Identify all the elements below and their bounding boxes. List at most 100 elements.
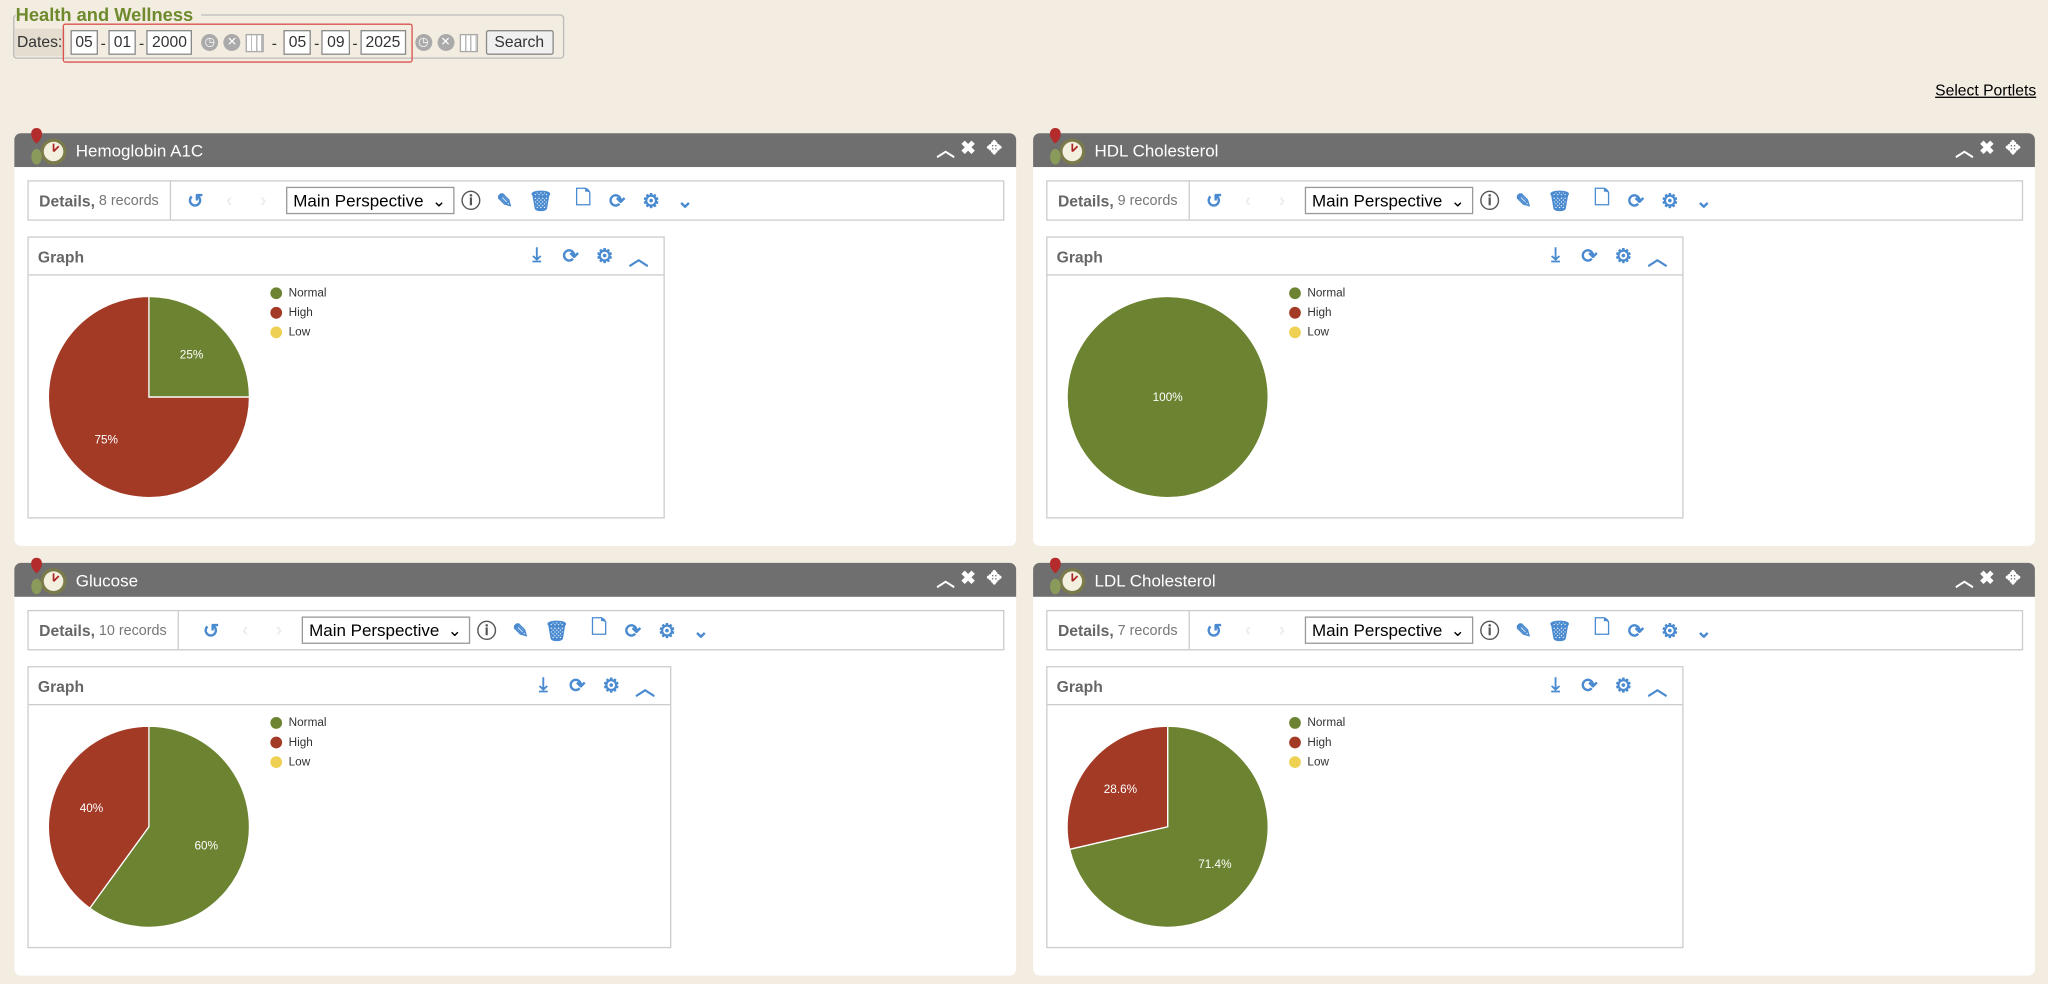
search-button[interactable]: Search	[485, 30, 554, 55]
move-icon[interactable]: ✥	[986, 566, 1002, 588]
collapse-icon[interactable]: ︿	[1955, 139, 1974, 161]
settings-icon[interactable]: ⚙	[595, 245, 614, 268]
refresh-icon[interactable]: ⟳	[1627, 190, 1645, 213]
refresh-icon[interactable]: ⟳	[569, 675, 586, 698]
edit-icon[interactable]: ✎	[1515, 619, 1532, 642]
refresh-icon[interactable]: ⟳	[562, 245, 579, 268]
close-icon[interactable]: ✖	[1979, 566, 1995, 588]
clear-icon[interactable]: ✕	[223, 33, 241, 51]
clock-icon[interactable]: ◷	[201, 33, 219, 51]
edit-icon[interactable]: ✎	[1515, 190, 1532, 213]
delete-icon[interactable]: 🗑	[1547, 190, 1573, 213]
legend-item[interactable]: High	[1289, 306, 1332, 319]
delete-icon[interactable]: 🗑	[1547, 619, 1573, 642]
next-icon[interactable]: ›	[1278, 189, 1286, 212]
undo-icon[interactable]: ↺	[1205, 619, 1223, 642]
legend-item[interactable]: Low	[270, 755, 310, 768]
perspective-select[interactable]: Main Perspective ⌄	[301, 616, 470, 644]
undo-icon[interactable]: ↺	[1205, 190, 1223, 213]
document-icon[interactable]: 🗋	[1594, 186, 1610, 209]
download-icon[interactable]: ⤓	[1551, 244, 1560, 267]
next-icon[interactable]: ›	[259, 189, 267, 212]
collapse-icon[interactable]: ︿	[1647, 248, 1668, 271]
from-day-input[interactable]: 01	[108, 30, 137, 55]
info-icon[interactable]: ⓘ	[1479, 620, 1500, 643]
pie-slice-high[interactable]	[1066, 725, 1169, 851]
legend-item[interactable]: Normal	[1289, 716, 1345, 729]
expand-icon[interactable]: ⌄	[692, 619, 710, 642]
document-icon[interactable]: 🗋	[591, 616, 607, 639]
refresh-icon[interactable]: ⟳	[1581, 245, 1598, 268]
portlet-header[interactable]: LDL Cholesterol ︿ ✖ ✥	[1033, 557, 2035, 597]
prev-icon[interactable]: ‹	[241, 619, 249, 642]
info-icon[interactable]: ⓘ	[1479, 190, 1500, 213]
pie-slice-normal[interactable]	[1068, 725, 1269, 928]
pie-slice-normal[interactable]	[88, 725, 251, 928]
legend-item[interactable]: Normal	[270, 286, 327, 299]
info-icon[interactable]: ⓘ	[476, 620, 497, 643]
expand-icon[interactable]: ⌄	[676, 190, 694, 213]
refresh-icon[interactable]: ⟳	[608, 190, 626, 213]
download-icon[interactable]: ⤓	[1551, 673, 1560, 697]
move-icon[interactable]: ✥	[2005, 566, 2021, 588]
undo-icon[interactable]: ↺	[202, 619, 220, 642]
legend-item[interactable]: High	[270, 735, 313, 748]
settings-icon[interactable]: ⚙	[1614, 675, 1633, 698]
pie-slice-normal[interactable]	[1066, 295, 1269, 499]
move-icon[interactable]: ✥	[986, 137, 1002, 159]
clear-icon[interactable]: ✕	[436, 33, 454, 51]
prev-icon[interactable]: ‹	[226, 189, 233, 212]
document-icon[interactable]: 🗋	[575, 186, 592, 209]
expand-icon[interactable]: ⌄	[1695, 190, 1713, 213]
settings-icon[interactable]: ⚙	[1614, 245, 1633, 268]
to-month-input[interactable]: 05	[283, 30, 312, 55]
legend-item[interactable]: Low	[1289, 325, 1329, 338]
document-icon[interactable]: 🗋	[1594, 616, 1610, 639]
perspective-select[interactable]: Main Perspective ⌄	[285, 186, 454, 215]
legend-item[interactable]: Normal	[270, 716, 327, 729]
edit-icon[interactable]: ✎	[512, 619, 529, 642]
calendar-icon[interactable]	[245, 33, 264, 52]
collapse-icon[interactable]: ︿	[1955, 569, 1974, 591]
prev-icon[interactable]: ‹	[1244, 619, 1252, 642]
expand-icon[interactable]: ⌄	[1695, 619, 1713, 642]
download-icon[interactable]: ⤓	[532, 244, 542, 267]
delete-icon[interactable]: 🗑	[528, 190, 554, 213]
refresh-icon[interactable]: ⟳	[1627, 619, 1645, 642]
pie-slice-high[interactable]	[47, 725, 150, 910]
close-icon[interactable]: ✖	[1979, 137, 1995, 159]
to-day-input[interactable]: 09	[321, 30, 350, 55]
pie-slice-high[interactable]	[47, 295, 251, 499]
download-icon[interactable]: ⤓	[538, 673, 548, 697]
portlet-header[interactable]: Glucose ︿ ✖ ✥	[14, 557, 1017, 597]
legend-item[interactable]: Normal	[1289, 286, 1345, 299]
pie-slice-normal[interactable]	[148, 295, 251, 398]
collapse-icon[interactable]: ︿	[1647, 677, 1668, 701]
perspective-select[interactable]: Main Perspective ⌄	[1304, 616, 1473, 644]
next-icon[interactable]: ›	[1278, 619, 1286, 642]
from-month-input[interactable]: 05	[70, 30, 99, 55]
to-year-input[interactable]: 2025	[360, 30, 406, 55]
close-icon[interactable]: ✖	[960, 137, 976, 159]
legend-item[interactable]: High	[270, 306, 313, 319]
info-icon[interactable]: ⓘ	[461, 190, 481, 213]
next-icon[interactable]: ›	[275, 619, 283, 642]
settings-icon[interactable]: ⚙	[1661, 190, 1679, 213]
settings-icon[interactable]: ⚙	[658, 619, 676, 642]
from-year-input[interactable]: 2000	[146, 30, 193, 55]
refresh-icon[interactable]: ⟳	[1581, 675, 1598, 698]
calendar-icon[interactable]	[459, 33, 478, 52]
settings-icon[interactable]: ⚙	[602, 675, 621, 698]
collapse-icon[interactable]: ︿	[628, 248, 649, 271]
close-icon[interactable]: ✖	[960, 566, 976, 588]
select-portlets-link[interactable]: Select Portlets	[1935, 80, 2037, 100]
collapse-icon[interactable]: ︿	[936, 569, 955, 591]
settings-icon[interactable]: ⚙	[642, 190, 660, 213]
legend-item[interactable]: Low	[270, 325, 310, 338]
clock-icon[interactable]: ◷	[414, 33, 432, 51]
settings-icon[interactable]: ⚙	[1661, 619, 1679, 642]
portlet-header[interactable]: HDL Cholesterol ︿ ✖ ✥	[1033, 127, 2035, 168]
delete-icon[interactable]: 🗑	[544, 619, 570, 642]
perspective-select[interactable]: Main Perspective ⌄	[1304, 186, 1473, 215]
collapse-icon[interactable]: ︿	[936, 139, 955, 161]
